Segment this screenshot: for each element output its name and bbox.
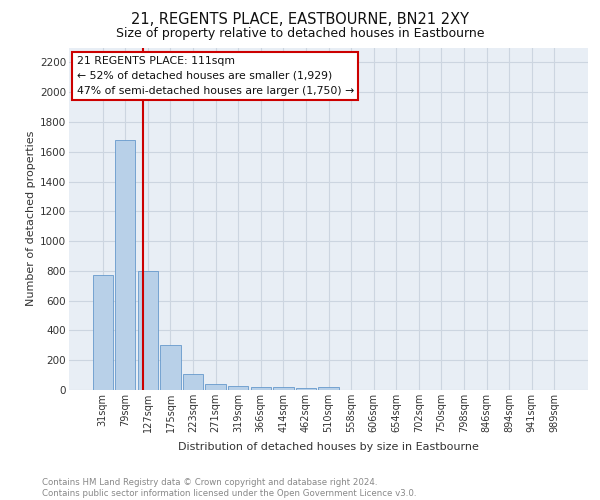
Text: Distribution of detached houses by size in Eastbourne: Distribution of detached houses by size …: [178, 442, 479, 452]
Bar: [228, 386, 248, 390]
Bar: [115, 140, 136, 390]
Bar: [205, 384, 226, 390]
Bar: [273, 388, 293, 390]
Y-axis label: Number of detached properties: Number of detached properties: [26, 131, 36, 306]
Bar: [251, 386, 271, 390]
Text: Contains HM Land Registry data © Crown copyright and database right 2024.
Contai: Contains HM Land Registry data © Crown c…: [42, 478, 416, 498]
Text: 21 REGENTS PLACE: 111sqm
← 52% of detached houses are smaller (1,929)
47% of sem: 21 REGENTS PLACE: 111sqm ← 52% of detach…: [77, 56, 354, 96]
Bar: [92, 276, 113, 390]
Text: Size of property relative to detached houses in Eastbourne: Size of property relative to detached ho…: [116, 28, 484, 40]
Bar: [319, 386, 338, 390]
Bar: [138, 271, 158, 390]
Text: 21, REGENTS PLACE, EASTBOURNE, BN21 2XY: 21, REGENTS PLACE, EASTBOURNE, BN21 2XY: [131, 12, 469, 28]
Bar: [296, 388, 316, 390]
Bar: [183, 374, 203, 390]
Bar: [160, 346, 181, 390]
